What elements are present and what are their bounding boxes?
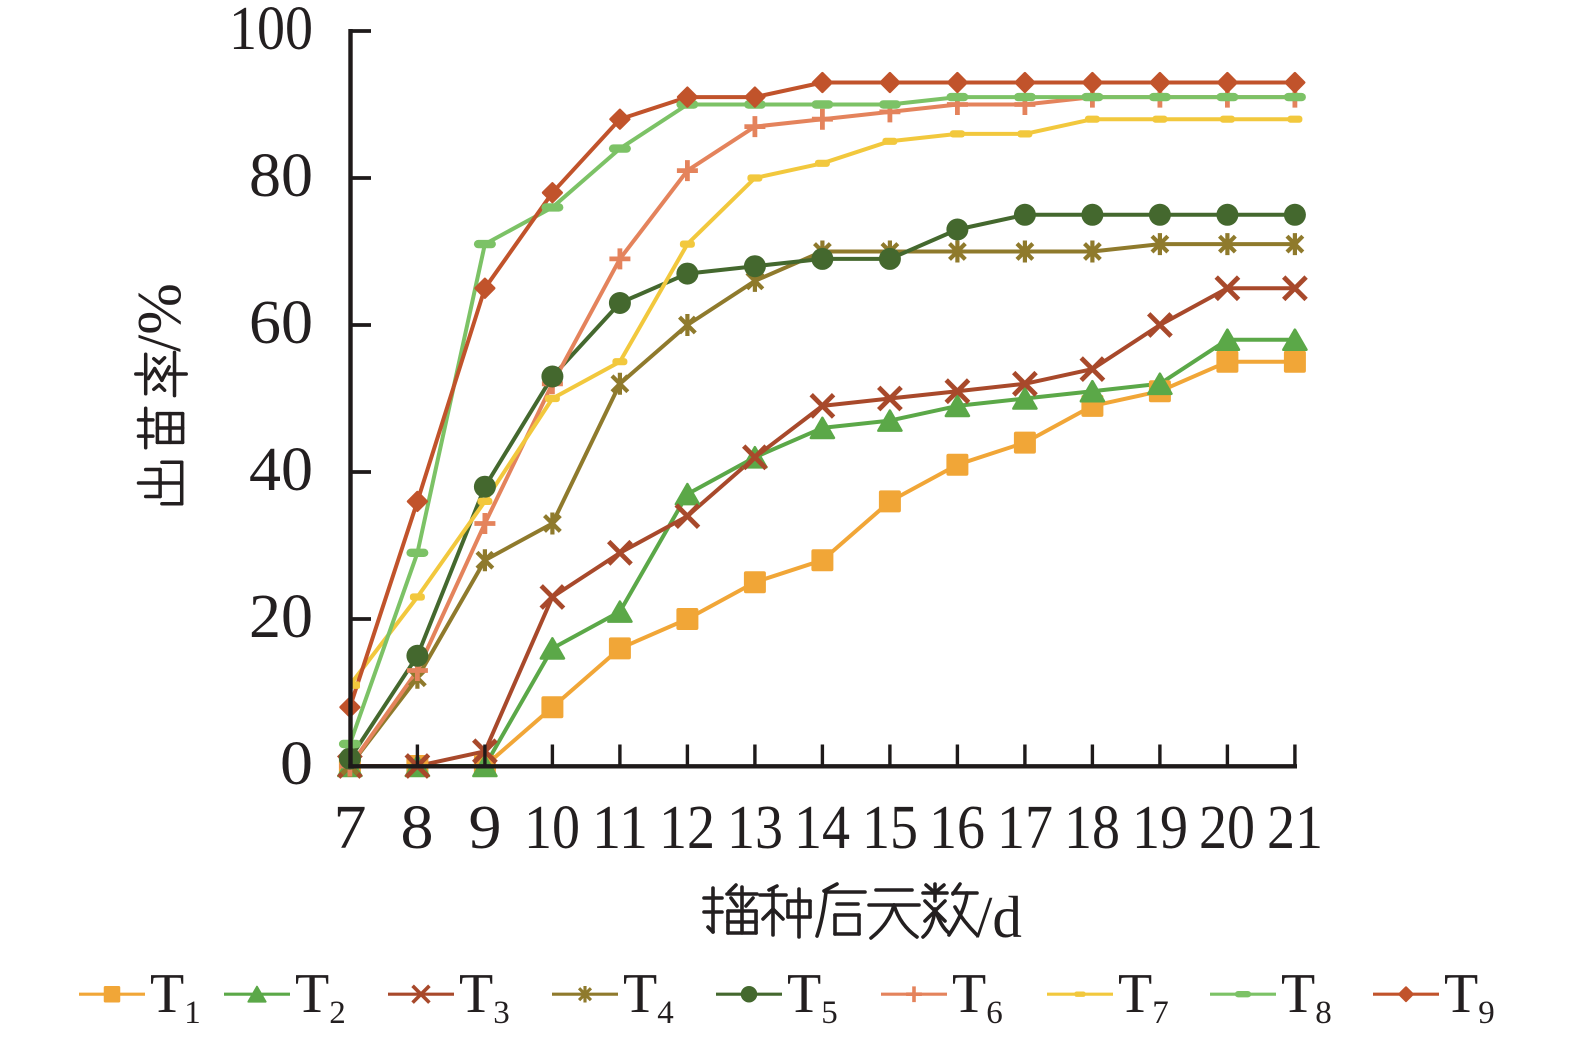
svg-text:20: 20: [249, 583, 313, 651]
svg-text:11: 11: [592, 794, 648, 862]
svg-text:/%: /%: [126, 283, 194, 352]
svg-text:100: 100: [229, 0, 313, 63]
svg-text:18: 18: [1064, 794, 1120, 862]
svg-text:16: 16: [929, 794, 985, 862]
svg-text:21: 21: [1267, 794, 1323, 862]
svg-text:T3: T3: [459, 963, 510, 1031]
svg-text:9: 9: [469, 794, 502, 862]
svg-text:15: 15: [862, 794, 918, 862]
svg-text:12: 12: [659, 794, 715, 862]
svg-text:60: 60: [249, 289, 313, 357]
svg-text:10: 10: [524, 794, 580, 862]
svg-text:/d: /d: [976, 884, 1022, 950]
svg-text:13: 13: [727, 794, 783, 862]
svg-text:40: 40: [249, 436, 313, 504]
svg-text:20: 20: [1199, 794, 1255, 862]
svg-text:80: 80: [249, 142, 313, 210]
svg-text:7: 7: [334, 794, 367, 862]
svg-text:17: 17: [997, 794, 1053, 862]
svg-text:8: 8: [401, 794, 434, 862]
svg-text:19: 19: [1132, 794, 1188, 862]
svg-text:0: 0: [280, 730, 313, 798]
svg-text:14: 14: [794, 794, 850, 862]
